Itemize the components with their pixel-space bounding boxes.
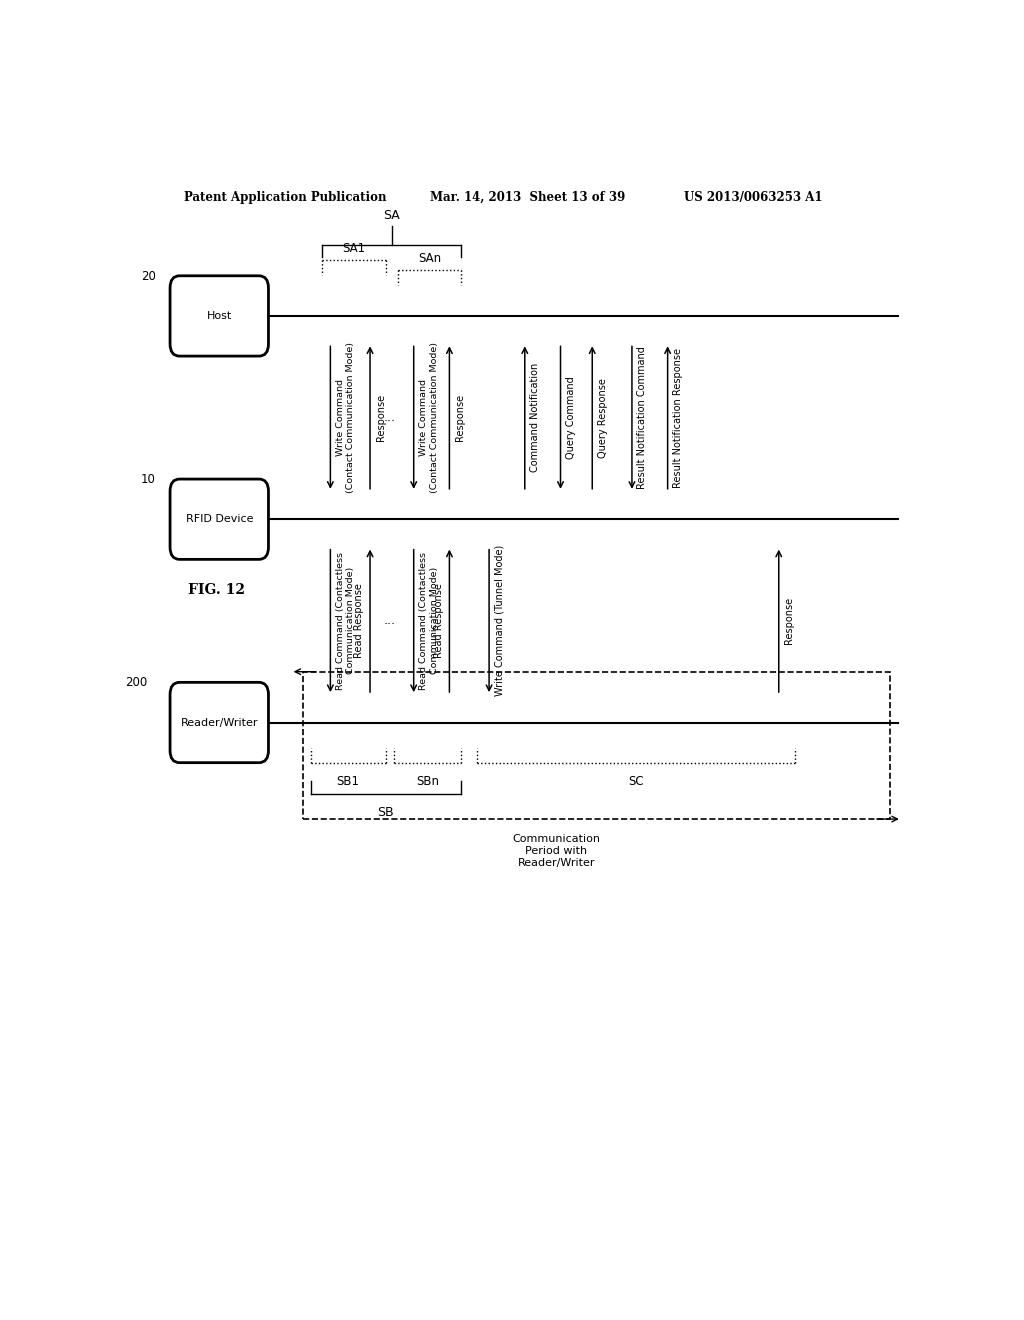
- Text: Response: Response: [376, 393, 386, 441]
- Text: Result Notification Command: Result Notification Command: [638, 346, 647, 488]
- Text: Query Command: Query Command: [566, 376, 577, 459]
- Text: 20: 20: [141, 269, 156, 282]
- Text: SC: SC: [628, 775, 644, 788]
- Text: Communication
Period with
Reader/Writer: Communication Period with Reader/Writer: [513, 834, 600, 867]
- Text: ...: ...: [384, 614, 396, 627]
- Text: SBn: SBn: [416, 775, 439, 788]
- Text: 10: 10: [141, 473, 156, 486]
- Text: Patent Application Publication: Patent Application Publication: [183, 190, 386, 203]
- Text: SA: SA: [384, 210, 400, 223]
- FancyBboxPatch shape: [170, 479, 268, 560]
- Text: RFID Device: RFID Device: [185, 515, 253, 524]
- Text: Read Command (Contactless
Communication Mode): Read Command (Contactless Communication …: [336, 552, 355, 690]
- Text: Command Notification: Command Notification: [530, 363, 541, 473]
- Text: Response: Response: [784, 597, 795, 644]
- Text: SA1: SA1: [343, 242, 366, 255]
- Text: Result Notification Response: Result Notification Response: [673, 347, 683, 487]
- Text: FIG. 12: FIG. 12: [187, 583, 245, 598]
- Text: SAn: SAn: [418, 252, 441, 265]
- Bar: [303, 672, 890, 818]
- Text: Mar. 14, 2013  Sheet 13 of 39: Mar. 14, 2013 Sheet 13 of 39: [430, 190, 625, 203]
- FancyBboxPatch shape: [170, 276, 268, 356]
- Text: Write Command
(Contact Communication Mode): Write Command (Contact Communication Mod…: [336, 342, 355, 494]
- Text: 200: 200: [126, 676, 147, 689]
- Text: Response: Response: [455, 393, 465, 441]
- Text: Read Response: Read Response: [434, 583, 443, 659]
- Text: Read Response: Read Response: [354, 583, 365, 659]
- Text: SB: SB: [378, 805, 394, 818]
- FancyBboxPatch shape: [170, 682, 268, 763]
- Text: US 2013/0063253 A1: US 2013/0063253 A1: [684, 190, 822, 203]
- Text: ...: ...: [384, 411, 396, 424]
- Text: Host: Host: [207, 312, 231, 321]
- Text: Reader/Writer: Reader/Writer: [180, 718, 258, 727]
- Text: Read Command (Contactless
Communication Mode): Read Command (Contactless Communication …: [419, 552, 438, 690]
- Text: Write Command (Tunnel Mode): Write Command (Tunnel Mode): [495, 545, 505, 697]
- Text: Query Response: Query Response: [598, 378, 608, 458]
- Text: Write Command
(Contact Communication Mode): Write Command (Contact Communication Mod…: [419, 342, 438, 494]
- Text: SB1: SB1: [337, 775, 359, 788]
